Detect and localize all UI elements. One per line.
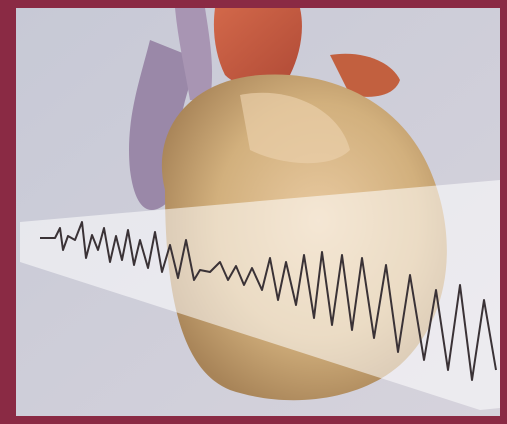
vessel (175, 8, 213, 100)
vessel (129, 40, 200, 210)
vessel (330, 53, 400, 97)
aorta (213, 8, 302, 87)
ecg-strip (20, 180, 500, 410)
ecg-trace (40, 221, 497, 381)
highlight (240, 92, 350, 164)
